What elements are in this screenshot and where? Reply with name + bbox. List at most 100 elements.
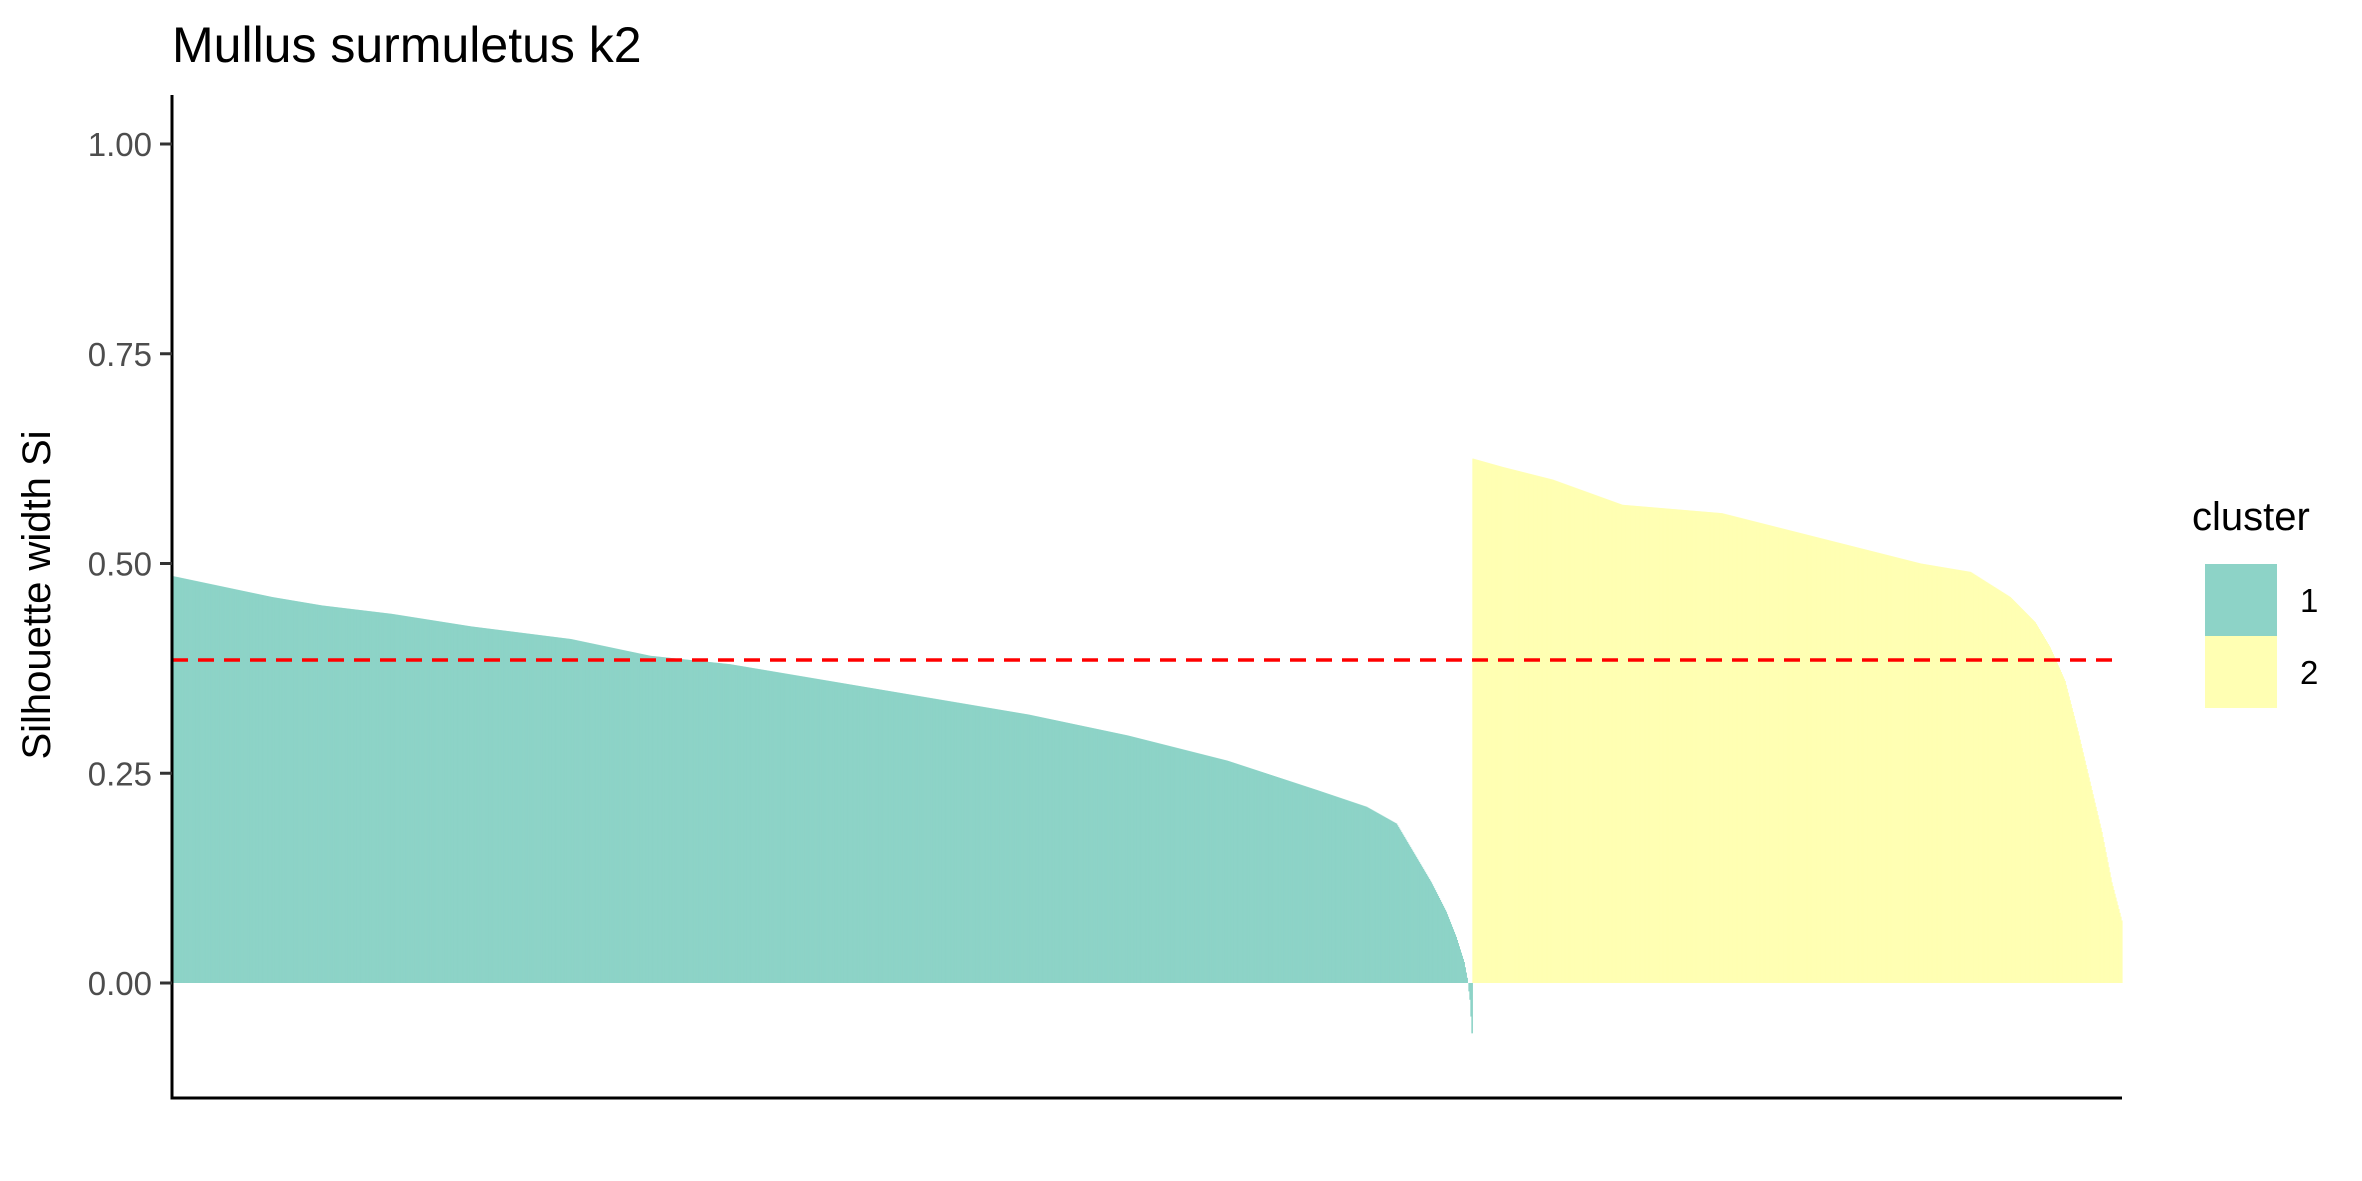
cluster-1-bar xyxy=(703,661,705,983)
cluster-2-bar xyxy=(1740,518,1743,983)
cluster-1-bar xyxy=(902,693,904,983)
cluster-1-bar xyxy=(1115,732,1117,983)
cluster-1-bar xyxy=(284,599,287,983)
cluster-1-bar xyxy=(1295,783,1297,983)
cluster-2-bar xyxy=(1988,583,1991,983)
cluster-2-bar xyxy=(1767,524,1770,983)
cluster-2-bar xyxy=(1498,465,1500,983)
cluster-1-bar xyxy=(1152,742,1155,983)
cluster-1-bar xyxy=(1285,779,1287,983)
cluster-1-bar xyxy=(1112,732,1114,983)
cluster-2-bar xyxy=(1609,500,1612,983)
cluster-2-bar xyxy=(1727,514,1729,983)
cluster-2-bar xyxy=(1564,484,1567,983)
cluster-1-bar xyxy=(439,621,442,983)
cluster-1-bar xyxy=(602,645,605,983)
cluster-1-bar xyxy=(1084,726,1086,983)
cluster-1-bar xyxy=(225,587,228,983)
cluster-2-bar xyxy=(1831,541,1834,983)
cluster-1-bar xyxy=(1117,733,1119,983)
cluster-1-bar xyxy=(946,700,948,983)
cluster-1-bar xyxy=(430,620,433,983)
cluster-2-bar xyxy=(1525,472,1527,983)
cluster-1-bar xyxy=(326,606,328,983)
cluster-2-bar xyxy=(1834,541,1837,983)
cluster-2-bar xyxy=(2066,688,2068,983)
cluster-2-bar xyxy=(1794,531,1797,983)
cluster-1-bar xyxy=(365,610,367,983)
cluster-2-bar xyxy=(1731,515,1733,983)
cluster-1-bar xyxy=(236,589,239,983)
cluster-2-bar xyxy=(1628,505,1631,983)
cluster-1-bar xyxy=(838,682,841,983)
cluster-2-bar xyxy=(1820,538,1823,983)
cluster-1-bar xyxy=(1339,797,1341,983)
cluster-1-bar xyxy=(1333,795,1335,983)
cluster-2-bar xyxy=(1568,485,1571,983)
cluster-1-bar xyxy=(1160,744,1163,983)
cluster-1-bar xyxy=(600,645,603,983)
cluster-1-bar xyxy=(1016,712,1019,983)
cluster-2-bar xyxy=(1882,553,1884,983)
cluster-1-bar xyxy=(1448,919,1451,983)
cluster-1-bar xyxy=(1237,764,1240,983)
cluster-2-bar xyxy=(1996,588,1999,983)
cluster-2-bar xyxy=(1616,502,1619,983)
cluster-1-bar xyxy=(689,659,691,983)
cluster-1-bar xyxy=(978,706,981,983)
cluster-2-bar xyxy=(2095,806,2097,983)
cluster-2-bar xyxy=(1981,579,1984,983)
cluster-2-bar xyxy=(1482,461,1484,983)
cluster-1-bar xyxy=(1176,748,1179,983)
cluster-1-bar xyxy=(870,688,873,983)
cluster-2-bar xyxy=(1490,463,1492,983)
cluster-1-bar xyxy=(254,593,257,983)
cluster-1-bar xyxy=(1055,720,1058,983)
cluster-1-bar xyxy=(375,612,378,983)
cluster-1-bar xyxy=(1311,788,1313,983)
cluster-2-bar xyxy=(2009,597,2012,983)
cluster-1-bar xyxy=(510,631,512,983)
cluster-1-bar xyxy=(1263,772,1265,983)
cluster-1-bar xyxy=(1277,777,1279,983)
cluster-1-bar xyxy=(1011,711,1014,983)
cluster-1-bar xyxy=(976,705,979,983)
cluster-2-bar xyxy=(2029,617,2032,983)
cluster-1-bar xyxy=(468,626,471,983)
cluster-1-bar xyxy=(1099,729,1101,983)
cluster-2-bar xyxy=(1902,558,1904,983)
cluster-2-bar xyxy=(1931,565,1934,983)
cluster-1-bar xyxy=(363,610,365,983)
cluster-1-bar xyxy=(516,632,518,983)
cluster-1-bar xyxy=(808,677,811,983)
cluster-1-bar xyxy=(268,596,271,983)
cluster-2-bar xyxy=(1791,531,1794,983)
cluster-1-bar xyxy=(696,660,698,983)
cluster-1-bar xyxy=(337,607,339,983)
legend-entries: 12 xyxy=(2205,564,2318,708)
cluster-1-bar xyxy=(667,657,670,983)
cluster-2-bar xyxy=(1948,568,1951,983)
cluster-2-bar xyxy=(1937,566,1940,983)
cluster-1-bar xyxy=(1279,777,1281,983)
cluster-1-bar xyxy=(715,662,717,983)
cluster-1-bar xyxy=(1181,749,1184,983)
cluster-1-bar xyxy=(1221,759,1224,983)
cluster-2-bar xyxy=(1881,553,1883,983)
cluster-1-bar xyxy=(913,695,915,983)
cluster-2-bar xyxy=(2050,649,2052,983)
cluster-1-bar xyxy=(806,677,809,983)
cluster-1-bar xyxy=(320,605,322,983)
cluster-1-bar xyxy=(364,610,366,983)
cluster-1-bar xyxy=(605,646,608,983)
cluster-1-bar xyxy=(885,690,887,983)
cluster-2-bar xyxy=(2091,790,2093,983)
cluster-2-bar xyxy=(1513,469,1515,983)
cluster-1-bar xyxy=(679,658,681,983)
cluster-1-bar xyxy=(1136,737,1138,983)
cluster-2-bar xyxy=(1965,571,1968,983)
cluster-2-bar xyxy=(2036,625,2039,983)
cluster-1-bar xyxy=(393,614,396,983)
cluster-1-bar xyxy=(538,634,540,983)
cluster-1-bar xyxy=(1070,723,1072,983)
